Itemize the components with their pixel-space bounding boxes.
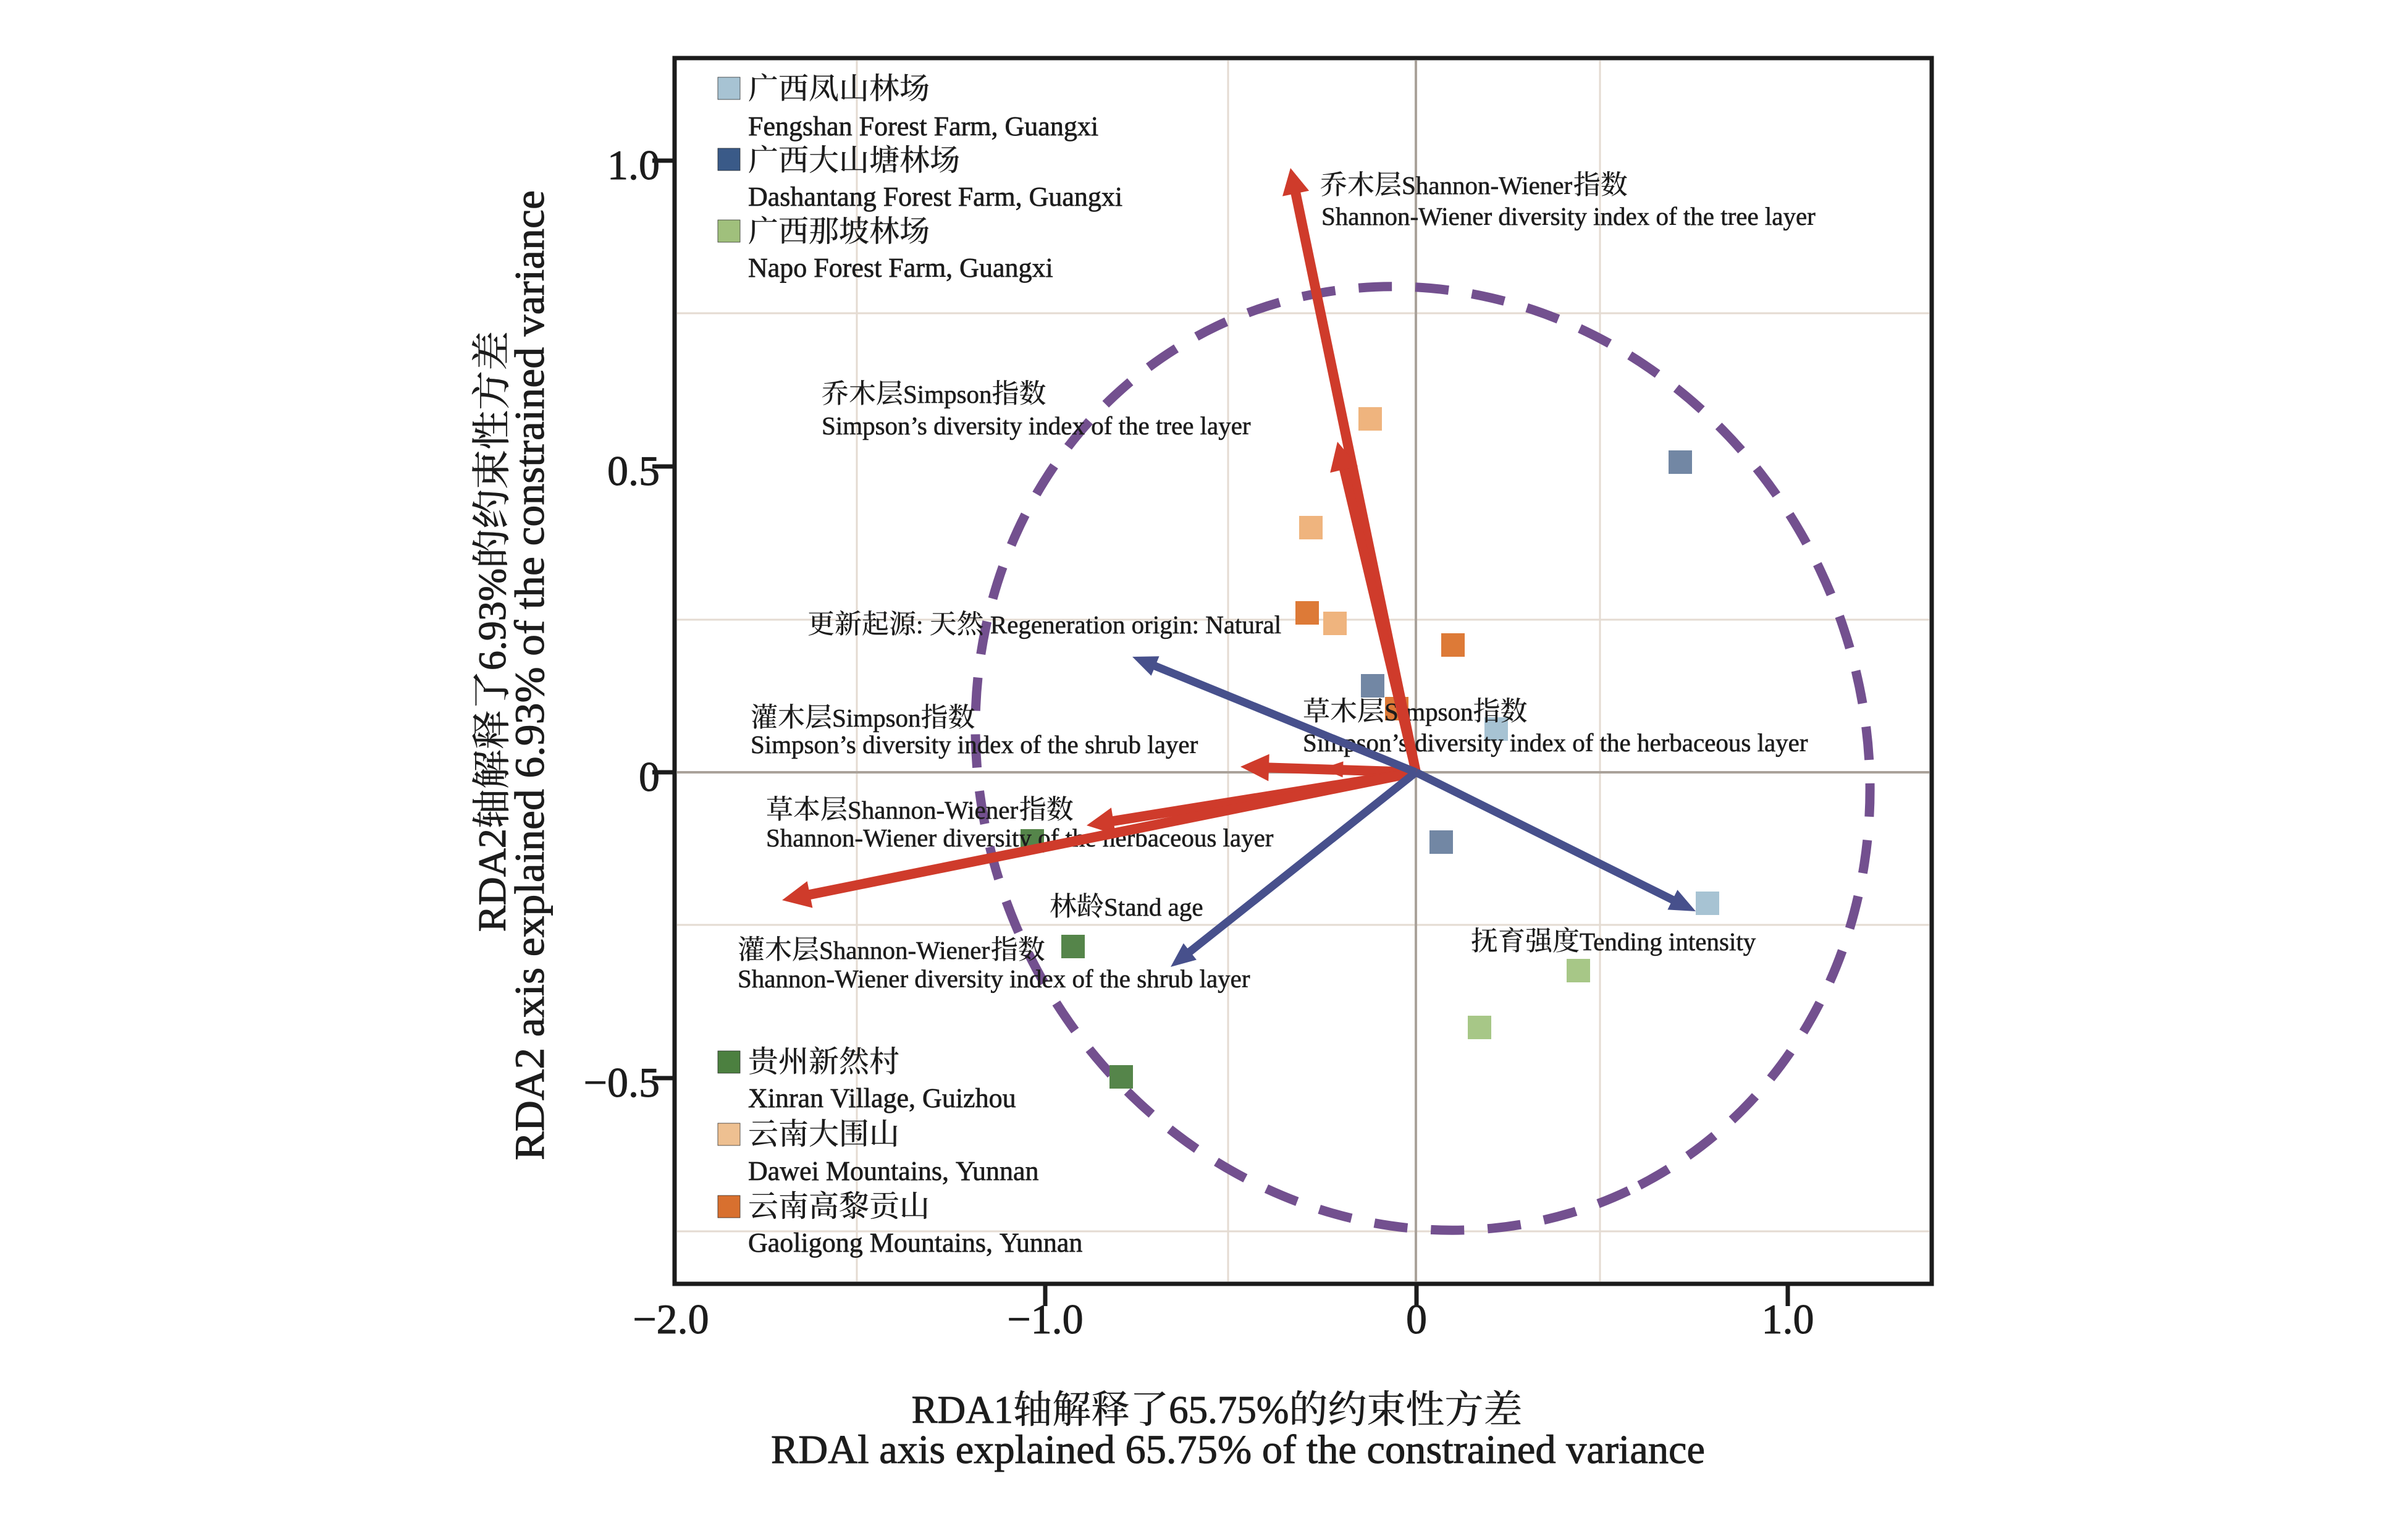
svg-text:Gaoligong Mountains, Yunnan: Gaoligong Mountains, Yunnan [748, 1228, 1082, 1258]
svg-text:RDAl axis explained 65.75% of: RDAl axis explained 65.75% of the constr… [771, 1427, 1705, 1472]
svg-text:Fengshan Forest Farm, Guangxi: Fengshan Forest Farm, Guangxi [748, 111, 1098, 141]
svg-text:Shannon-Wiener: Shannon-Wiener [819, 936, 990, 964]
svg-text:Regeneration origin: Natural: Regeneration origin: Natural [984, 610, 1282, 639]
svg-text:Simpson: Simpson [903, 380, 992, 408]
svg-text:Shannon-Wiener diversity index: Shannon-Wiener diversity index of the tr… [1321, 202, 1816, 230]
svg-text:RDA1: RDA1 [912, 1388, 1014, 1432]
svg-text:RDA2: RDA2 [470, 829, 514, 932]
svg-text:Dawei Mountains, Yunnan: Dawei Mountains, Yunnan [748, 1156, 1039, 1186]
svg-text:Tending intensity: Tending intensity [1580, 927, 1756, 956]
svg-text:6.93%: 6.93% [470, 568, 514, 670]
svg-text:−0.5: −0.5 [584, 1059, 660, 1106]
svg-text:−1.0: −1.0 [1007, 1296, 1083, 1343]
svg-text:Simpson’s diversity index of t: Simpson’s diversity index of the tree la… [822, 411, 1251, 440]
svg-text:0: 0 [639, 753, 660, 800]
svg-text:Shannon-Wiener: Shannon-Wiener [1402, 171, 1572, 200]
svg-text:0: 0 [1406, 1296, 1427, 1343]
svg-text:Xinran Village, Guizhou: Xinran Village, Guizhou [748, 1083, 1016, 1113]
svg-text:1.0: 1.0 [607, 141, 660, 188]
svg-text:RDA2 axis explained 6.93% of t: RDA2 axis explained 6.93% of the constra… [506, 190, 553, 1160]
svg-text::: : [916, 610, 930, 639]
svg-text:−2.0: −2.0 [633, 1296, 709, 1343]
svg-text:Simpson: Simpson [832, 704, 921, 732]
svg-text:1.0: 1.0 [1762, 1296, 1814, 1343]
svg-text:Simpson’s diversity index of t: Simpson’s diversity index of the herbace… [1303, 728, 1808, 757]
svg-text:0.5: 0.5 [607, 447, 660, 494]
svg-text:Stand age: Stand age [1104, 893, 1203, 921]
svg-text:Dashantang Forest Farm, Guangx: Dashantang Forest Farm, Guangxi [748, 182, 1122, 212]
svg-text:Simpson’s diversity index of t: Simpson’s diversity index of the shrub l… [751, 730, 1198, 759]
svg-text:65.75%: 65.75% [1169, 1388, 1289, 1432]
svg-text:Shannon-Wiener diversity index: Shannon-Wiener diversity index of the sh… [738, 964, 1250, 993]
svg-text:Napo Forest Farm, Guangxi: Napo Forest Farm, Guangxi [748, 253, 1053, 283]
svg-text:Shannon-Wiener: Shannon-Wiener [848, 796, 1018, 824]
